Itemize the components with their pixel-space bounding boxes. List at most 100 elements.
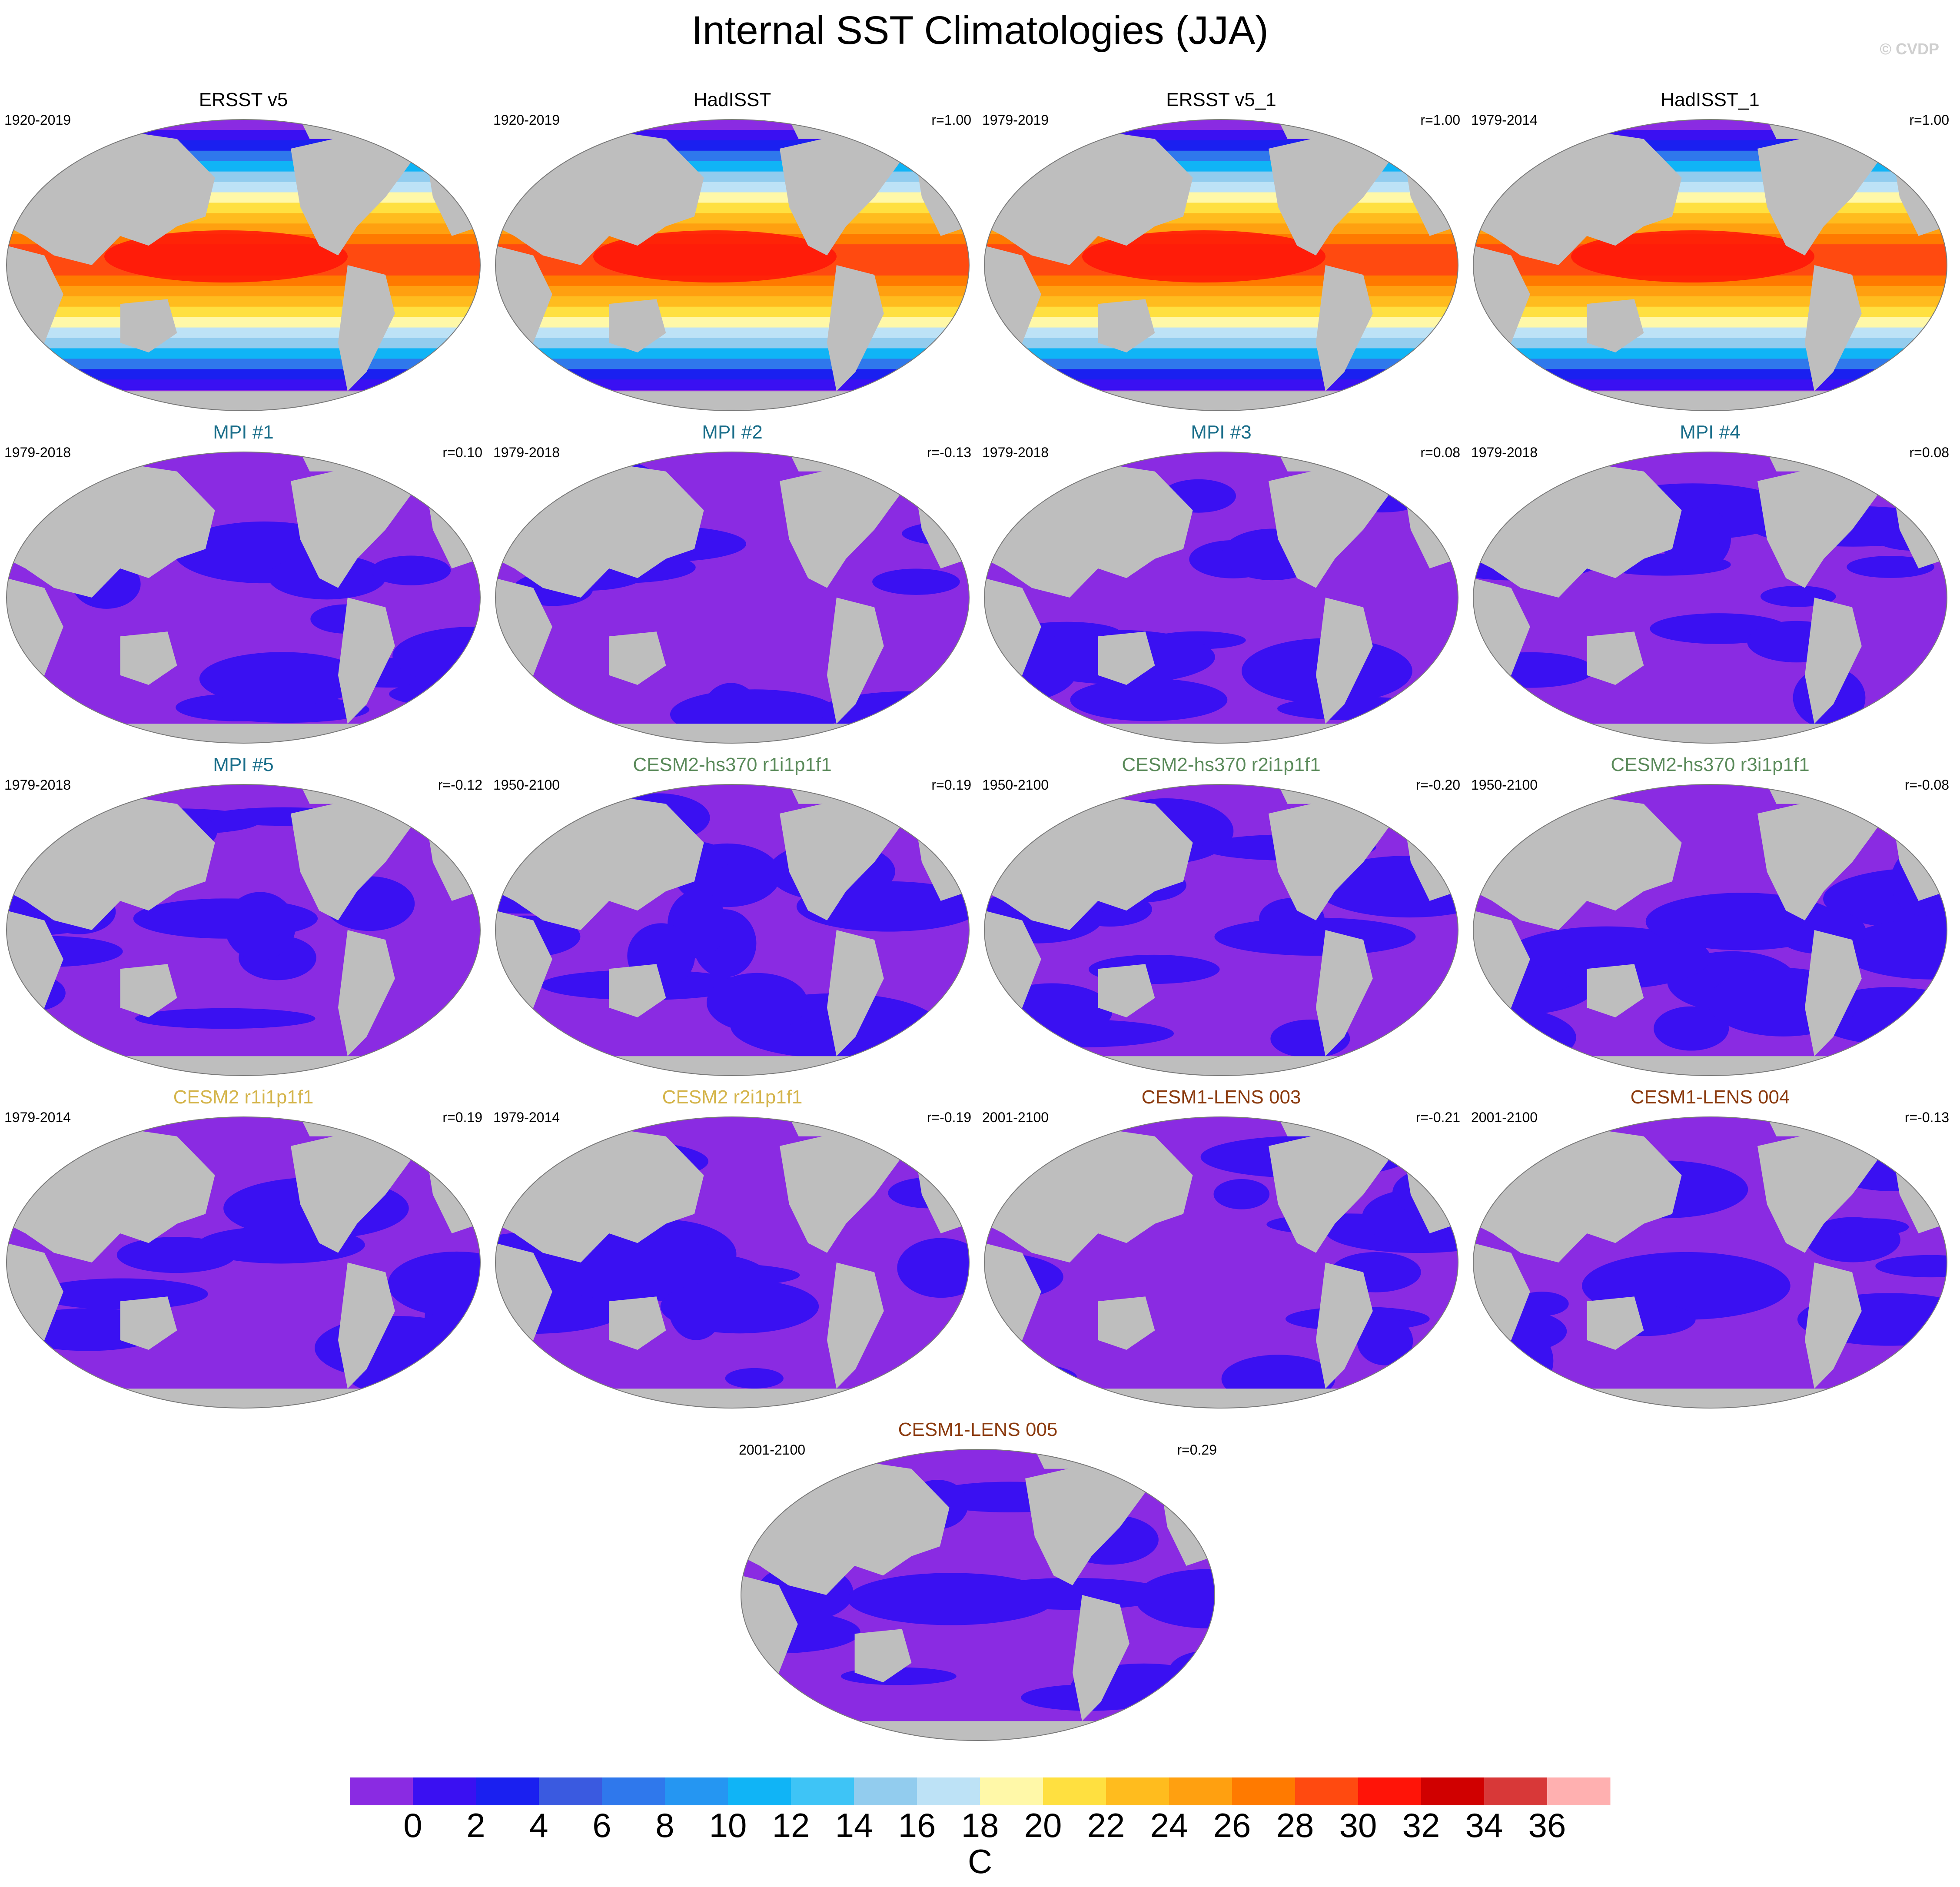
land-mass xyxy=(120,964,177,1017)
panel-correlation: r=-0.21 xyxy=(1415,1110,1460,1125)
land-mass xyxy=(120,631,177,685)
land-mass xyxy=(7,724,480,743)
sst-map xyxy=(1473,452,1947,744)
sst-patch xyxy=(371,555,451,585)
land-mass xyxy=(1269,129,1392,256)
land-mass xyxy=(1316,1262,1373,1389)
colorbar-unit: C xyxy=(967,1842,993,1880)
land-mass xyxy=(1278,452,1354,472)
colorbar-swatch xyxy=(728,1777,791,1805)
sst-patch xyxy=(1839,919,1947,980)
land-mass xyxy=(1278,120,1354,139)
land-mass xyxy=(854,1629,912,1682)
land-mass xyxy=(495,1056,969,1076)
land-mass xyxy=(1757,462,1881,588)
colorbar-swatch xyxy=(539,1777,602,1805)
sst-patch xyxy=(1070,678,1228,721)
land-mass xyxy=(1269,462,1392,588)
land-mass xyxy=(780,129,903,256)
land-mass xyxy=(7,1056,480,1076)
sst-patch xyxy=(897,1238,969,1298)
sst-band xyxy=(1473,286,1947,297)
sst-band xyxy=(495,338,969,349)
sst-band xyxy=(495,317,969,328)
land-mass xyxy=(827,265,884,392)
panel-correlation: r=1.00 xyxy=(1909,112,1949,128)
colorbar-tick: 0 xyxy=(403,1806,422,1844)
colorbar-swatch xyxy=(1295,1777,1359,1805)
colorbar-tick: 12 xyxy=(772,1806,810,1844)
panel-correlation: r=0.08 xyxy=(1909,445,1949,460)
sst-band xyxy=(7,286,480,297)
sst-band xyxy=(1473,359,1947,370)
sst-band xyxy=(7,120,480,130)
land-mass xyxy=(984,1056,1458,1076)
panel-correlation: r=0.08 xyxy=(1420,445,1460,460)
colorbar-tick: 32 xyxy=(1402,1806,1440,1844)
panel-title: HadISST xyxy=(693,89,771,110)
sst-patch xyxy=(725,1368,784,1389)
land-mass xyxy=(789,120,865,139)
sst-band xyxy=(495,296,969,307)
page-title: Internal SST Climatologies (JJA) xyxy=(691,8,1269,53)
land-mass xyxy=(1098,1296,1155,1350)
sst-band xyxy=(1473,348,1947,359)
panel-correlation: r=-0.19 xyxy=(927,1110,971,1125)
land-mass xyxy=(291,462,414,588)
colorbar-swatch xyxy=(1547,1777,1611,1805)
land-mass xyxy=(609,1296,666,1350)
panel-title: CESM1-LENS 005 xyxy=(898,1419,1058,1440)
colorbar-tick: 28 xyxy=(1276,1806,1314,1844)
land-mass xyxy=(609,964,666,1017)
sst-patch xyxy=(1654,1006,1729,1051)
sst-map xyxy=(495,784,970,1076)
sst-band xyxy=(1473,296,1947,307)
panel-period: 2001-2100 xyxy=(739,1442,806,1458)
land-mass xyxy=(789,452,865,472)
map-outline xyxy=(1473,119,1947,411)
colorbar-swatch xyxy=(476,1777,539,1805)
sst-band xyxy=(7,130,480,141)
colorbar-tick: 8 xyxy=(655,1806,674,1844)
map-panel: CESM2-hs370 r3i1p1f1 1950-2100 r=-0.08 xyxy=(1471,752,1949,1082)
sst-map xyxy=(495,452,970,744)
sst-patch xyxy=(199,652,365,706)
map-outline xyxy=(741,1449,1215,1741)
land-mass xyxy=(984,724,1458,743)
colorbar-swatch xyxy=(1106,1777,1169,1805)
land-mass xyxy=(495,1389,969,1408)
sst-band xyxy=(7,150,480,162)
panel-title: MPI #1 xyxy=(213,422,274,443)
sst-band xyxy=(495,359,969,370)
sst-patch xyxy=(116,1236,236,1273)
sst-band xyxy=(1473,327,1947,339)
map-outline xyxy=(6,1116,481,1409)
land-mass xyxy=(495,391,969,411)
sst-map xyxy=(984,784,1458,1076)
land-mass xyxy=(291,129,414,256)
colorbar-tick: 30 xyxy=(1339,1806,1377,1844)
map-panel: CESM2 r1i1p1f1 1979-2014 r=0.19 xyxy=(4,1084,482,1415)
colorbar-swatch xyxy=(413,1777,476,1805)
panel-correlation: r=0.10 xyxy=(442,445,482,460)
map-outline xyxy=(1473,1116,1947,1409)
map-panel: ERSST v5_1 1979-2019 r=1.00 xyxy=(982,87,1460,417)
map-outline xyxy=(495,1116,970,1409)
land-mass xyxy=(1767,784,1843,804)
colorbar-tick: 6 xyxy=(592,1806,611,1844)
panel-title: CESM1-LENS 004 xyxy=(1630,1086,1790,1108)
sst-patch xyxy=(315,1316,479,1380)
sst-band xyxy=(984,120,1458,130)
sst-band xyxy=(495,130,969,141)
land-mass xyxy=(1767,120,1843,139)
land-mass xyxy=(1757,1126,1881,1253)
panel-title: HadISST_1 xyxy=(1661,89,1760,110)
land-mass xyxy=(1269,794,1392,920)
land-mass xyxy=(1805,265,1862,392)
land-mass xyxy=(789,1117,865,1136)
panel-correlation: r=-0.08 xyxy=(1904,777,1949,793)
land-mass xyxy=(7,1389,480,1408)
sst-band xyxy=(495,120,969,130)
sst-map xyxy=(984,1116,1458,1409)
colorbar-tick: 4 xyxy=(529,1806,548,1844)
